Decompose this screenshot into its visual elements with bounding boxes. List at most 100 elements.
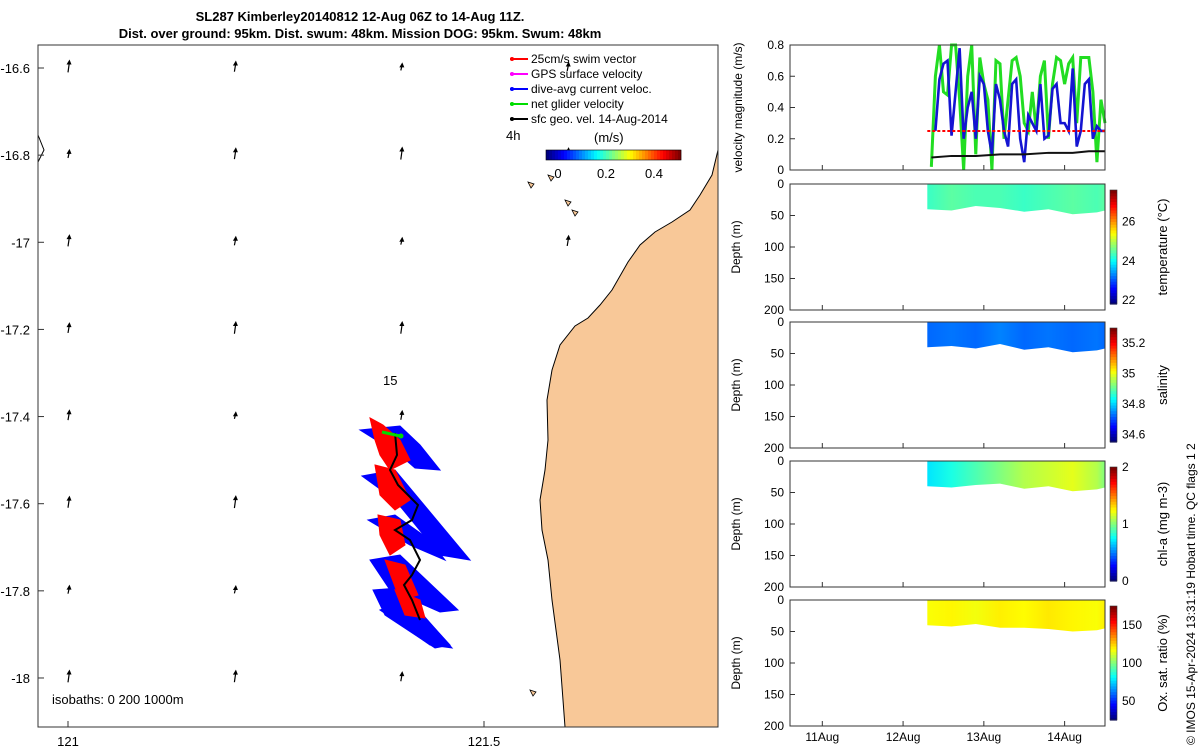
colorbar-cell — [1110, 266, 1117, 271]
velocity-tick-label: 0.8 — [767, 38, 784, 52]
colorbar-frame — [1109, 189, 1118, 305]
colorbar-cell — [1110, 350, 1117, 355]
colorbar-cell — [1110, 637, 1117, 641]
colorbar-cell — [654, 150, 658, 160]
velocity-panel: 0 0.2 0.4 0.6 0.8 velocity magnitude (m/s) — [731, 38, 1107, 177]
lat-tick-label: -17.8 — [0, 584, 30, 599]
colorbar-cell — [558, 150, 562, 160]
legend-swatch-dot — [510, 87, 514, 91]
title-line-2: Dist. over ground: 95km. Dist. swum: 48k… — [118, 26, 602, 41]
colorbar-cell — [1110, 611, 1117, 616]
colorbar-cell — [1110, 543, 1117, 548]
geo-velocity-arrows — [66, 59, 571, 683]
colorbar-cell — [1110, 569, 1117, 574]
colorbar-cell — [1110, 472, 1117, 477]
colorbar-cell — [1110, 229, 1117, 234]
geo-arrow-head — [232, 411, 238, 417]
colorbar-cell — [1110, 430, 1117, 435]
colorbar-cell — [1110, 269, 1117, 274]
colorbar-cell — [567, 150, 571, 160]
colorbar-cell — [1110, 347, 1117, 352]
colorbar-cell — [1110, 614, 1117, 618]
net-glider-head — [398, 433, 404, 439]
geo-arrow-head — [565, 61, 571, 67]
colorbar-cell — [564, 150, 568, 160]
profile-data — [927, 322, 1105, 353]
lat-tick-label: -16.8 — [0, 148, 30, 163]
geo-arrow-head — [232, 584, 238, 590]
velocity-tick-label: 0.2 — [767, 132, 784, 146]
colorbar-cell — [1110, 572, 1117, 576]
colorbar-cell — [1110, 478, 1117, 482]
colorbar-cell — [1110, 657, 1117, 661]
colorbar-cell — [1110, 396, 1117, 400]
island-0 — [527, 181, 535, 189]
colorbar-cell — [561, 150, 565, 160]
colorbar-cell — [1110, 685, 1117, 690]
depth-tick-label: 150 — [764, 688, 784, 702]
lat-tick-label: -16.6 — [0, 61, 30, 76]
colorbar-cell — [675, 150, 679, 160]
colorbar-cell — [555, 150, 559, 160]
colorbar-cell — [1110, 541, 1117, 545]
colorbar-cell — [1110, 467, 1117, 471]
geo-arrow-head — [66, 669, 72, 675]
depth-tick-label: 150 — [764, 410, 784, 424]
colorbar-cell — [1110, 512, 1117, 517]
colorbar-cell — [624, 150, 628, 160]
colorbar-cell — [579, 150, 583, 160]
colorbar-cell — [573, 150, 577, 160]
colorbar-cell — [1110, 272, 1117, 277]
colorbar-cell — [1110, 504, 1117, 508]
colorbar-cell — [630, 150, 634, 160]
depth-tick-label: 50 — [771, 625, 785, 639]
colorbar-cell — [621, 150, 625, 160]
colorbar-cell — [1110, 339, 1117, 343]
colorbar-cell — [570, 150, 574, 160]
geo-arrow-head — [399, 236, 405, 242]
profile-data — [927, 600, 1105, 632]
colorbar-cell — [1110, 410, 1117, 415]
colorbar-cell — [1110, 393, 1117, 397]
series-dive-avg-current-veloc- — [934, 48, 1105, 163]
colorbar-cell — [1110, 691, 1117, 695]
colorbar-cell — [636, 150, 640, 160]
colorbar-cell — [1110, 645, 1117, 650]
depth-tick-label: 100 — [764, 656, 784, 670]
colorbar-cell — [1110, 330, 1117, 335]
colorbar-cell — [1110, 298, 1117, 302]
colorbar-cell — [1110, 623, 1117, 627]
colorbar-cell — [1110, 207, 1117, 211]
colorbar-cell — [1110, 677, 1117, 681]
colorbar-cell — [612, 150, 616, 160]
colorbar-cell — [1110, 486, 1117, 491]
depth-tick-label: 200 — [764, 441, 784, 455]
colorbar-cell — [1110, 475, 1117, 479]
time-tick-label: 12Aug — [886, 730, 921, 744]
colorbar-cell — [1110, 255, 1117, 259]
lon-tick-label: 121.5 — [468, 734, 501, 749]
net-glider-vector — [381, 430, 401, 438]
colorbar-cell — [1110, 385, 1117, 389]
island-4 — [529, 689, 537, 697]
colorbar-cell — [1110, 195, 1117, 200]
colorbar-tick-label: 34.8 — [1122, 397, 1146, 411]
profile-data — [927, 184, 1105, 215]
geo-arrow-head — [399, 671, 405, 677]
colorbar-cell — [1110, 634, 1117, 638]
swim-vector-1 — [374, 464, 411, 511]
lon-tick-label: 121 — [57, 734, 79, 749]
colorbar-cell — [1110, 241, 1117, 245]
colorbar-tick-label: 0 — [554, 166, 561, 181]
depth-tick-label: 150 — [764, 549, 784, 563]
colorbar-cell — [1110, 515, 1117, 519]
colorbar-cell — [1110, 538, 1117, 542]
velocity-tick-label: 0.4 — [767, 101, 784, 115]
island-2 — [564, 199, 572, 207]
lat-tick-label: -17.6 — [0, 497, 30, 512]
geo-arrow-head — [399, 321, 405, 327]
colorbar-tick-label: 34.6 — [1122, 427, 1146, 441]
colorbar-cell — [1110, 680, 1117, 684]
colorbar-cell — [1110, 697, 1117, 701]
